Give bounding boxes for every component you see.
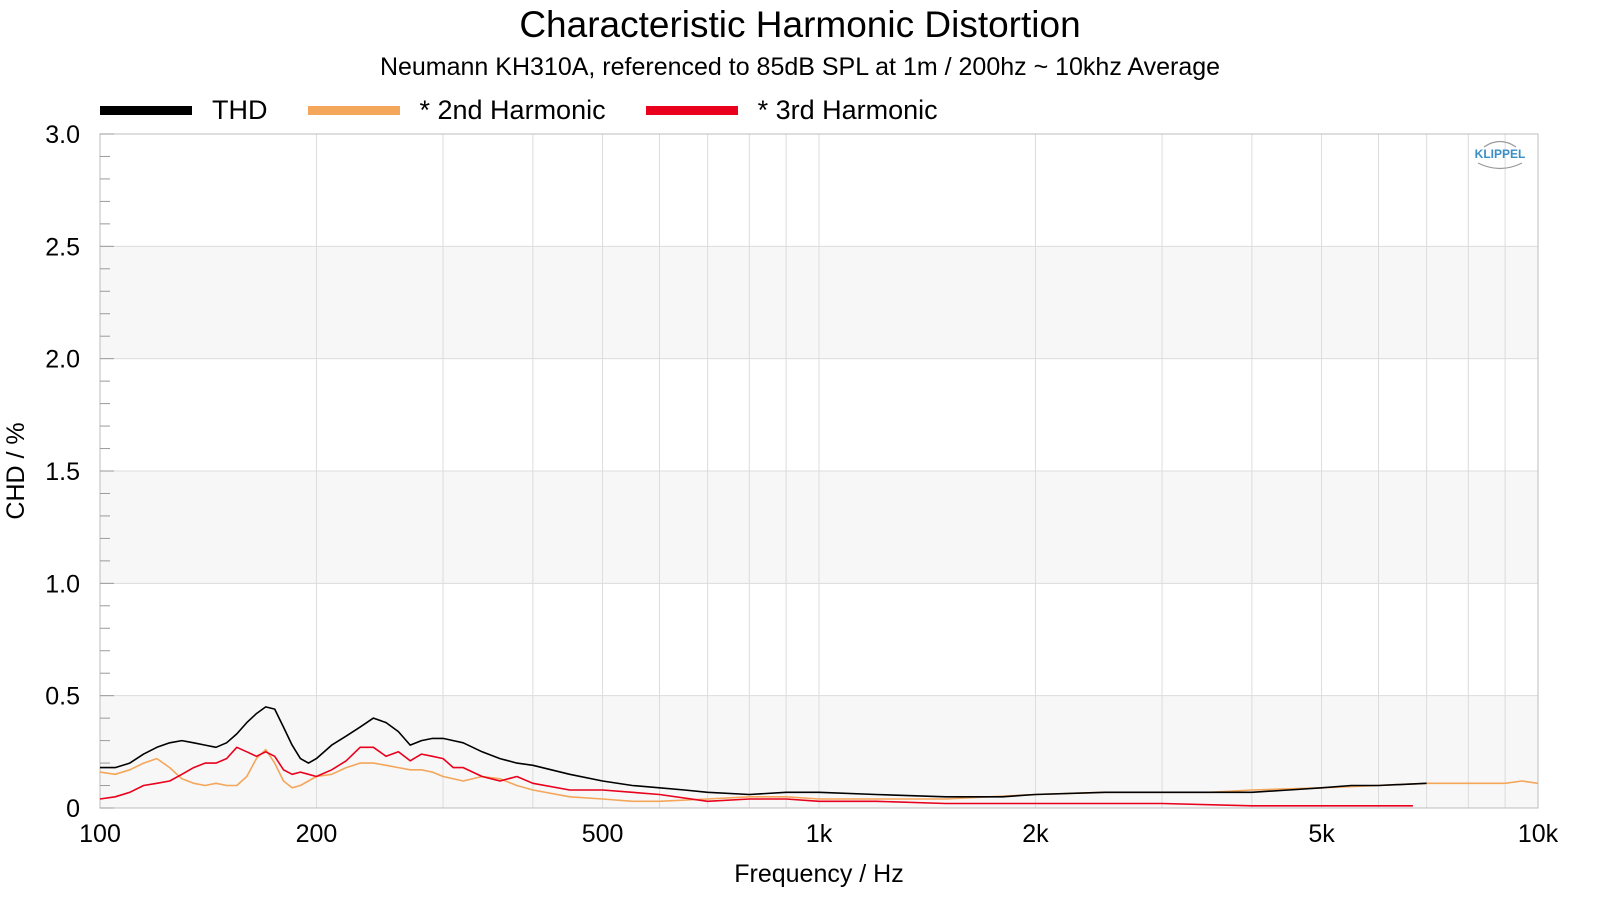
- legend: THD * 2nd Harmonic * 3rd Harmonic: [100, 92, 978, 128]
- x-tick-label: 10k: [1518, 820, 1559, 848]
- legend-label-thd: THD: [212, 94, 268, 125]
- legend-label-3rd-harmonic: * 3rd Harmonic: [757, 94, 938, 125]
- series-line-3rd-harmonic: [99, 746, 1413, 807]
- y-minor-ticks: [100, 133, 114, 809]
- klippel-logo: KLIPPEL: [1475, 140, 1526, 170]
- x-tick-label: 200: [296, 820, 338, 848]
- x-tick-label: 1k: [806, 820, 833, 848]
- x-tick-label: 100: [79, 820, 121, 848]
- legend-swatch-thd: [100, 105, 192, 115]
- y-tick-label: 0.5: [45, 683, 80, 711]
- y-axis-label: CHD / %: [2, 422, 30, 519]
- legend-label-2nd-harmonic: * 2nd Harmonic: [419, 94, 606, 125]
- x-axis-label: Frequency / Hz: [734, 860, 904, 888]
- y-tick-label: 3.0: [45, 121, 80, 149]
- legend-swatch-3rd-harmonic: [645, 105, 738, 115]
- legend-item-3rd-harmonic: * 3rd Harmonic: [645, 94, 938, 126]
- grid-lines: [100, 134, 1538, 808]
- klippel-logo-arc-top: [1483, 140, 1517, 148]
- y-tick-label: 1.5: [45, 458, 80, 486]
- y-axis-ticks: 0 0.5 1.0 1.5 2.0 2.5 3.0: [45, 121, 80, 823]
- series-line-thd: [100, 706, 1427, 798]
- x-tick-label: 500: [582, 820, 624, 848]
- klippel-logo-text: KLIPPEL: [1475, 147, 1526, 161]
- x-tick-label: 2k: [1022, 820, 1049, 848]
- legend-item-thd: THD: [100, 95, 268, 126]
- chart-title: Characteristic Harmonic Distortion: [519, 4, 1081, 45]
- chart-subtitle: Neumann KH310A, referenced to 85dB SPL a…: [379, 53, 1221, 81]
- klippel-logo-arc: [1477, 162, 1523, 170]
- y-tick-label: 2.5: [45, 233, 80, 261]
- legend-item-2nd-harmonic: * 2nd Harmonic: [307, 94, 606, 126]
- y-tick-label: 0: [66, 795, 80, 823]
- y-tick-label: 1.0: [45, 570, 80, 598]
- y-tick-label: 2.0: [45, 346, 80, 374]
- legend-swatch-2nd-harmonic: [307, 105, 400, 115]
- series-layer: [99, 706, 1539, 807]
- x-tick-label: 5k: [1308, 820, 1335, 848]
- x-axis-ticks: 100 200 500 1k 2k 5k 10k: [79, 820, 1559, 848]
